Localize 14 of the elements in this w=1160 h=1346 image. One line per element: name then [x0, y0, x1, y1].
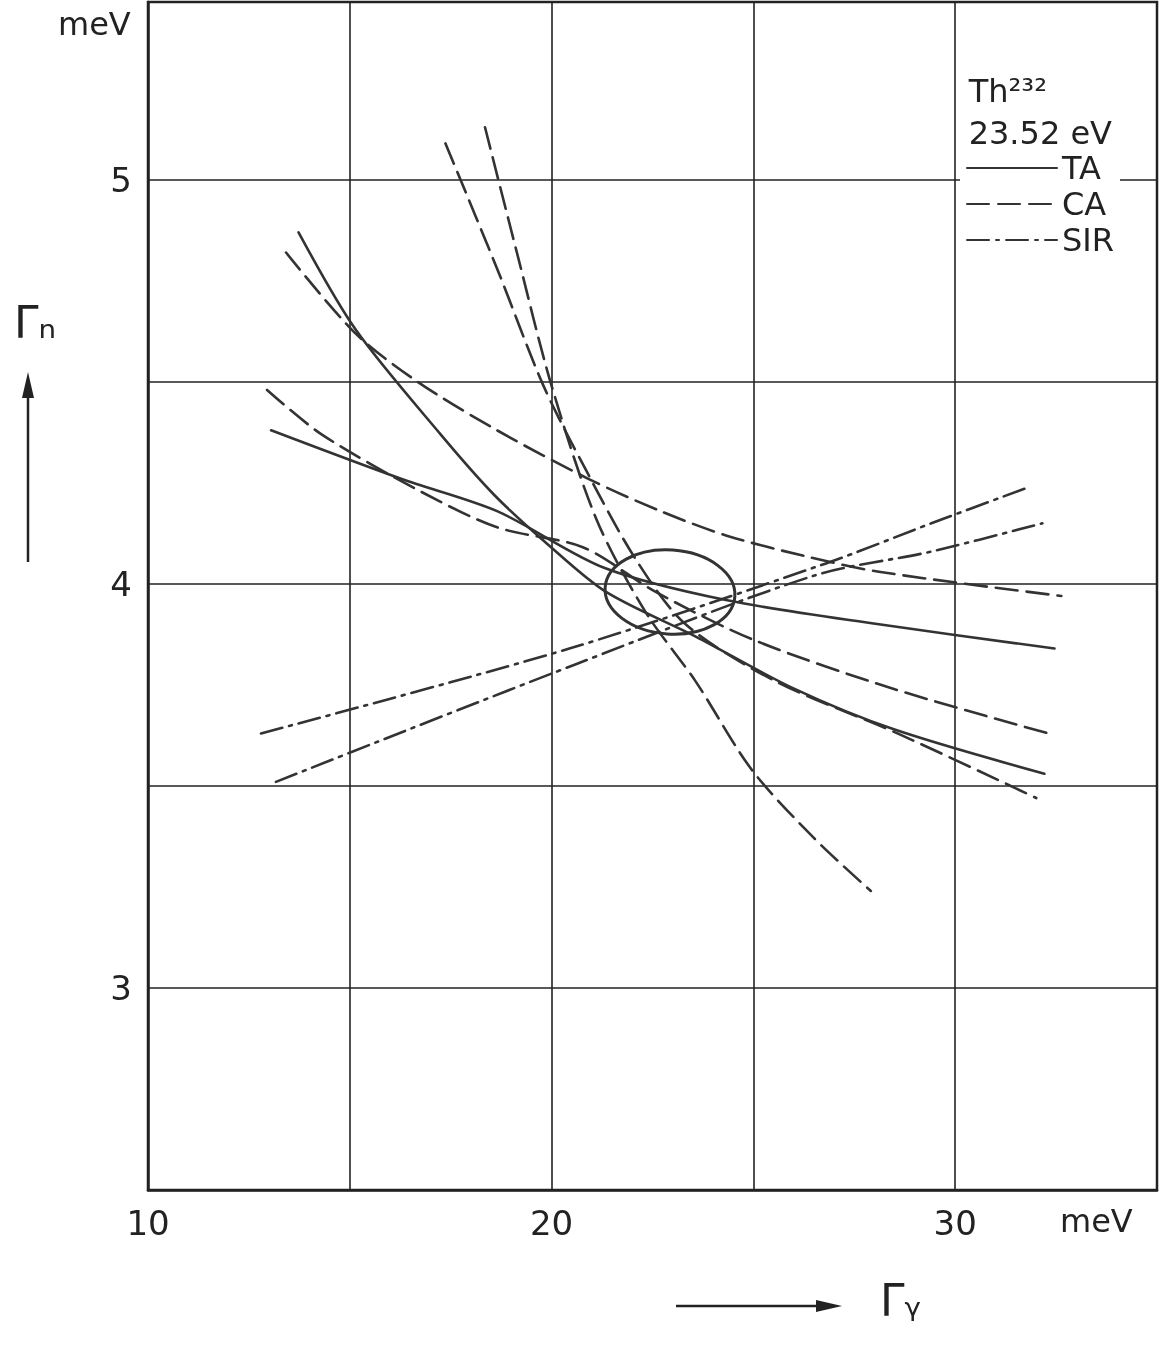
y-tick-label: 5	[110, 159, 132, 200]
legend-title: Th²³² 23.52 eV	[967, 72, 1113, 152]
legend-label: TA	[1061, 149, 1102, 187]
legend-label: SIR	[1062, 221, 1114, 259]
text: meV	[1060, 1202, 1133, 1240]
y-axis-title: Γₙ	[14, 296, 57, 348]
y-tick-label: 3	[110, 967, 132, 1008]
text: meV	[58, 5, 131, 43]
x-tick-label: 10	[126, 1203, 170, 1243]
x-tick-label: 30	[933, 1203, 977, 1243]
y-tick-label: 4	[110, 563, 132, 604]
x-axis-title: Γᵧ	[880, 1274, 921, 1326]
x-tick-label: 20	[529, 1203, 574, 1243]
legend-label: CA	[1062, 185, 1107, 223]
